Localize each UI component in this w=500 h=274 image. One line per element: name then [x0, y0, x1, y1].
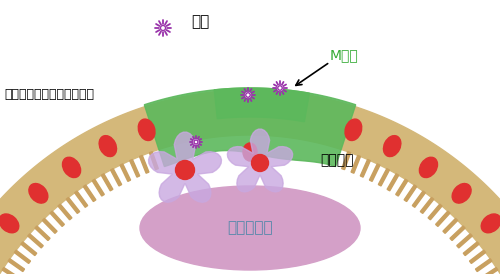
- Polygon shape: [110, 169, 122, 186]
- Ellipse shape: [138, 119, 155, 141]
- Ellipse shape: [99, 136, 116, 156]
- Polygon shape: [450, 226, 465, 241]
- Polygon shape: [148, 132, 222, 202]
- Polygon shape: [443, 218, 458, 233]
- Polygon shape: [228, 129, 292, 192]
- Ellipse shape: [384, 136, 401, 156]
- Polygon shape: [150, 152, 158, 170]
- Ellipse shape: [345, 119, 362, 141]
- Polygon shape: [428, 204, 442, 220]
- Circle shape: [278, 85, 282, 90]
- Polygon shape: [74, 191, 88, 207]
- Polygon shape: [351, 155, 360, 173]
- Polygon shape: [420, 197, 434, 213]
- Ellipse shape: [243, 143, 257, 161]
- Polygon shape: [120, 164, 130, 181]
- Ellipse shape: [62, 157, 80, 178]
- Polygon shape: [21, 242, 36, 256]
- Polygon shape: [35, 226, 50, 241]
- Polygon shape: [84, 185, 96, 201]
- Ellipse shape: [420, 157, 438, 178]
- Polygon shape: [436, 211, 450, 226]
- Ellipse shape: [0, 214, 19, 233]
- Polygon shape: [481, 267, 498, 274]
- Polygon shape: [42, 218, 57, 233]
- Polygon shape: [387, 174, 398, 191]
- Polygon shape: [130, 159, 140, 177]
- Polygon shape: [464, 242, 479, 256]
- Polygon shape: [404, 185, 416, 201]
- Polygon shape: [412, 191, 426, 207]
- Text: 抗原: 抗原: [191, 14, 209, 29]
- Polygon shape: [370, 164, 380, 181]
- Polygon shape: [144, 88, 356, 167]
- Text: パイエル板を覆う上皮細胞: パイエル板を覆う上皮細胞: [4, 89, 94, 101]
- Ellipse shape: [29, 184, 48, 203]
- Polygon shape: [470, 250, 486, 263]
- Polygon shape: [58, 204, 72, 220]
- Polygon shape: [8, 259, 24, 272]
- Polygon shape: [102, 174, 113, 191]
- Polygon shape: [476, 259, 492, 272]
- Polygon shape: [2, 267, 19, 274]
- Ellipse shape: [140, 186, 360, 270]
- Polygon shape: [14, 250, 30, 263]
- Ellipse shape: [481, 214, 500, 233]
- Text: M細胞: M細胞: [330, 48, 359, 62]
- Polygon shape: [28, 234, 43, 248]
- Polygon shape: [457, 234, 472, 248]
- Circle shape: [246, 93, 250, 98]
- Polygon shape: [342, 152, 350, 170]
- Circle shape: [160, 25, 166, 31]
- Polygon shape: [140, 155, 149, 173]
- Text: 樹状細胞: 樹状細胞: [320, 153, 354, 167]
- Polygon shape: [360, 159, 370, 177]
- Polygon shape: [396, 179, 408, 196]
- Text: パイエル板: パイエル板: [227, 221, 273, 235]
- Polygon shape: [378, 169, 390, 186]
- Polygon shape: [50, 211, 64, 226]
- Circle shape: [194, 140, 198, 144]
- Polygon shape: [214, 88, 310, 122]
- Polygon shape: [0, 90, 500, 274]
- Circle shape: [252, 155, 268, 172]
- Polygon shape: [92, 179, 104, 196]
- Polygon shape: [66, 197, 80, 213]
- Circle shape: [176, 161, 195, 179]
- Ellipse shape: [452, 184, 471, 203]
